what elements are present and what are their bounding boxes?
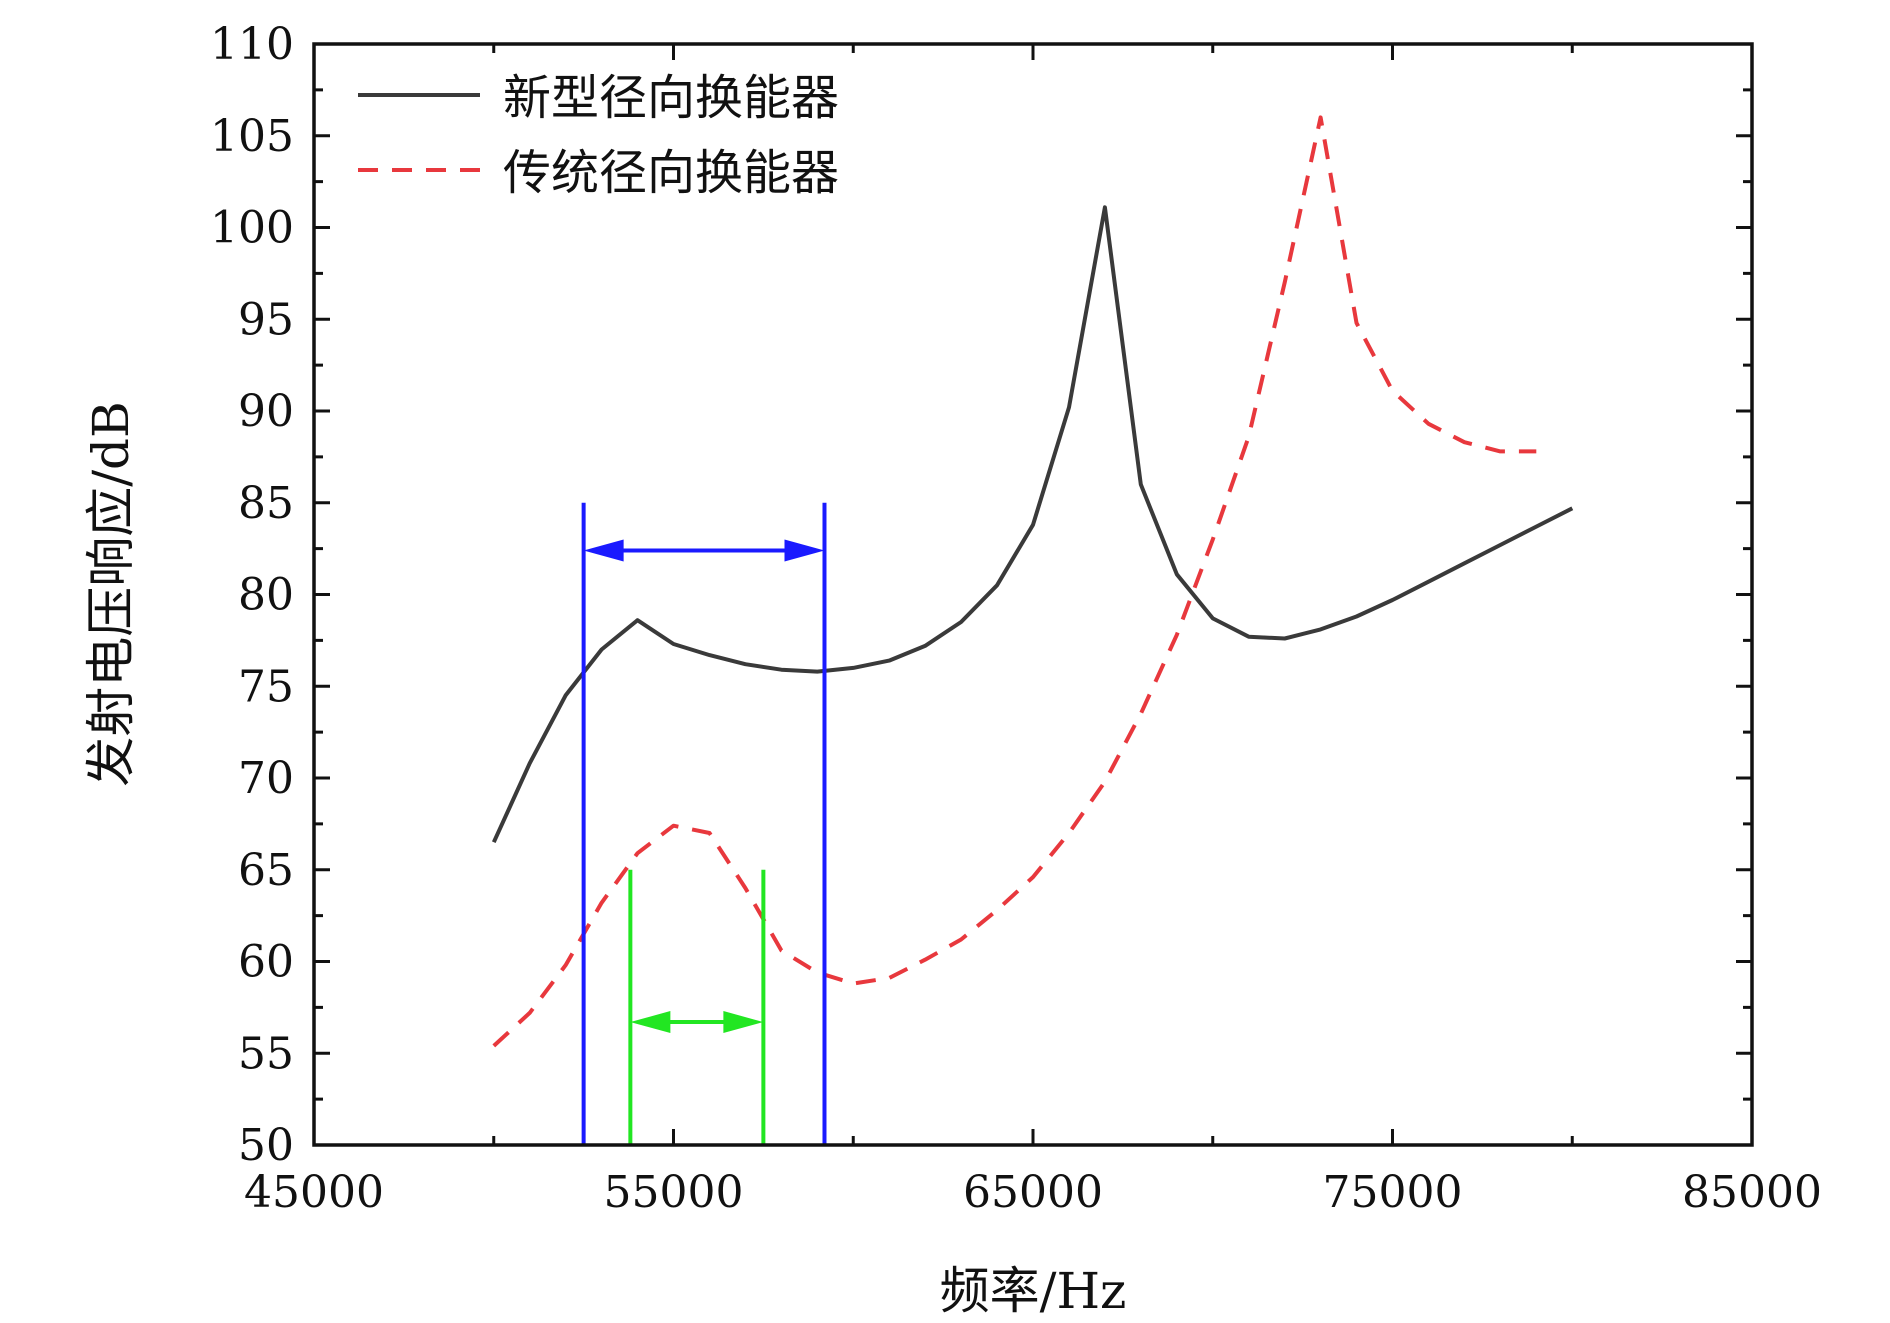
x-tick-label: 55000	[604, 1167, 744, 1218]
y-tick-label: 55	[238, 1028, 294, 1079]
bandwidth-arrowhead-left-0	[583, 539, 624, 562]
y-tick-label: 60	[238, 937, 294, 988]
x-tick-label: 85000	[1682, 1167, 1822, 1218]
bandwidth-arrowhead-right-0	[784, 539, 825, 562]
y-tick-label: 85	[238, 478, 294, 529]
y-tick-label: 80	[238, 570, 294, 621]
y-tick-label: 105	[210, 111, 294, 162]
plot-frame	[312, 42, 1754, 1147]
y-tick-label: 100	[210, 203, 294, 254]
x-tick-label: 65000	[963, 1167, 1103, 1218]
x-tick-label: 45000	[244, 1167, 384, 1218]
y-tick-label: 50	[238, 1120, 294, 1171]
series-line-1	[492, 115, 1537, 1048]
x-tick-label: 75000	[1323, 1167, 1463, 1218]
y-axis-title: 发射电压响应/dB	[82, 401, 140, 787]
legend-label-0: 新型径向换能器	[503, 70, 839, 126]
y-tick-label: 110	[210, 19, 294, 70]
series-line-0	[491, 205, 1574, 844]
y-tick-label: 90	[238, 386, 294, 437]
series-layer	[491, 115, 1574, 1048]
bandwidth-arrowhead-right-1	[723, 1011, 764, 1034]
y-tick-label: 75	[238, 661, 294, 712]
x-axis-title: 频率/Hz	[940, 1262, 1127, 1320]
legend-label-1: 传统径向换能器	[503, 145, 839, 201]
y-tick-label: 70	[238, 753, 294, 804]
y-tick-label: 95	[238, 294, 294, 345]
bandwidth-arrowhead-left-1	[630, 1011, 671, 1034]
axis-ticks: 45000 55000 65000 75000 85000 50 55 60 65 70 75 80 8…	[210, 19, 1822, 1218]
y-tick-label: 65	[238, 845, 294, 896]
bandwidth-annotations	[581, 502, 827, 1145]
